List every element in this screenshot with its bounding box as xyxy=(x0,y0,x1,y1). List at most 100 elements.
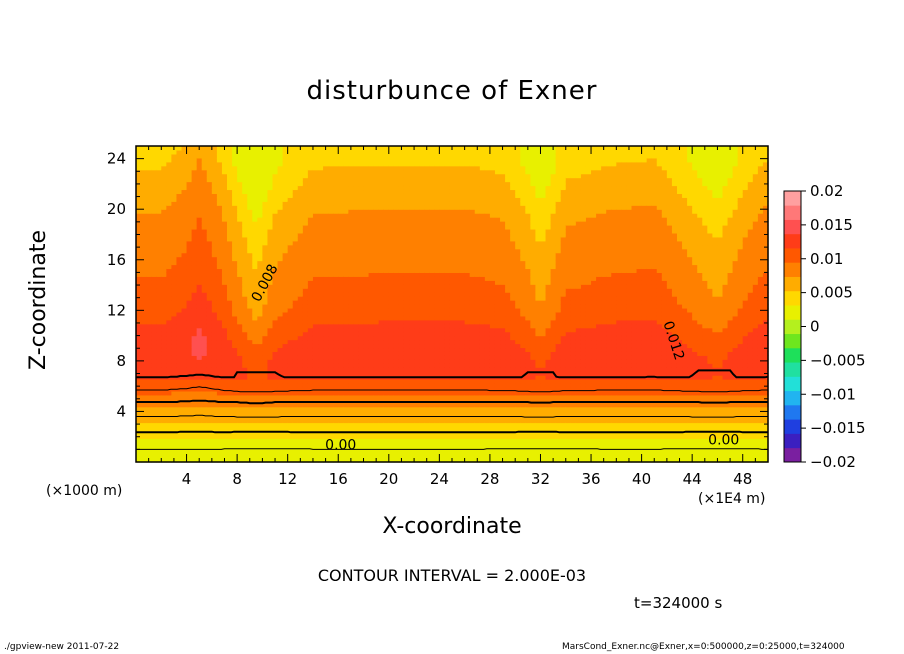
heatmap-cell xyxy=(166,296,172,301)
heatmap-cell xyxy=(378,418,385,424)
heatmap-cell xyxy=(277,422,284,428)
heatmap-cell xyxy=(429,153,435,159)
heatmap-cell xyxy=(272,181,279,187)
heatmap-cell xyxy=(272,205,279,210)
heatmap-cell xyxy=(277,386,284,392)
heatmap-cell xyxy=(216,454,223,459)
heatmap-cell xyxy=(409,157,415,163)
heatmap-cell xyxy=(242,193,248,198)
heatmap-cell xyxy=(141,244,147,250)
heatmap-cell xyxy=(302,153,309,159)
heatmap-cell xyxy=(262,205,269,210)
heatmap-cell xyxy=(237,394,243,400)
heatmap-cell xyxy=(277,240,284,246)
heatmap-cell xyxy=(439,173,446,179)
heatmap-cell xyxy=(206,284,213,289)
heatmap-cell xyxy=(186,438,193,443)
heatmap-cell xyxy=(368,153,375,159)
heatmap-cell xyxy=(221,355,228,360)
heatmap-cell xyxy=(252,390,258,396)
heatmap-cell xyxy=(136,418,142,424)
heatmap-cell xyxy=(398,248,405,254)
heatmap-cell xyxy=(318,379,324,384)
heatmap-cell xyxy=(247,244,253,250)
heatmap-cell xyxy=(211,236,218,242)
heatmap-cell xyxy=(191,335,198,341)
heatmap-cell xyxy=(166,304,172,309)
heatmap-cell xyxy=(388,248,395,254)
heatmap-cell xyxy=(211,402,218,408)
heatmap-cell xyxy=(156,272,162,277)
heatmap-cell xyxy=(398,426,405,431)
heatmap-cell xyxy=(378,260,385,266)
heatmap-cell xyxy=(292,248,299,254)
heatmap-cell xyxy=(348,418,355,424)
heatmap-cell xyxy=(434,311,440,317)
heatmap-cell xyxy=(378,331,385,337)
heatmap-cell xyxy=(424,311,430,317)
heatmap-cell xyxy=(181,383,188,388)
heatmap-cell xyxy=(312,311,319,317)
heatmap-cell xyxy=(297,426,304,431)
heatmap-cell xyxy=(409,181,415,187)
heatmap-cell xyxy=(171,383,178,388)
heatmap-cell xyxy=(398,379,405,384)
heatmap-cell xyxy=(151,458,157,463)
heatmap-cell xyxy=(409,351,415,356)
heatmap-cell xyxy=(444,371,451,376)
heatmap-cell xyxy=(393,339,400,345)
heatmap-cell xyxy=(252,189,258,194)
heatmap-cell xyxy=(373,161,380,167)
heatmap-cell xyxy=(444,161,451,167)
heatmap-cell xyxy=(206,315,213,321)
heatmap-cell xyxy=(414,438,420,443)
heatmap-cell xyxy=(196,248,203,254)
heatmap-cell xyxy=(171,363,178,368)
heatmap-cell xyxy=(414,252,420,258)
heatmap-cell xyxy=(439,418,446,424)
heatmap-cell xyxy=(151,177,157,183)
heatmap-cell xyxy=(262,402,269,408)
heatmap-cell xyxy=(186,307,193,313)
heatmap-cell xyxy=(146,264,152,270)
heatmap-cell xyxy=(166,418,172,424)
heatmap-cell xyxy=(403,418,410,424)
heatmap-cell xyxy=(171,157,178,163)
heatmap-cell xyxy=(323,406,329,412)
heatmap-cell xyxy=(232,331,238,337)
heatmap-cell xyxy=(136,351,142,356)
heatmap-cell xyxy=(146,359,152,364)
heatmap-cell xyxy=(368,280,375,285)
heatmap-cell xyxy=(373,193,380,198)
heatmap-cell xyxy=(156,181,162,187)
heatmap-cell xyxy=(191,371,198,376)
heatmap-cell xyxy=(267,201,274,206)
heatmap-cell xyxy=(358,161,365,167)
heatmap-cell xyxy=(221,217,228,222)
heatmap-cell xyxy=(373,347,380,352)
heatmap-cell xyxy=(358,335,365,341)
heatmap-cell xyxy=(176,422,183,428)
heatmap-cell xyxy=(398,315,405,321)
heatmap-cell xyxy=(247,173,253,179)
heatmap-cell xyxy=(181,149,188,155)
heatmap-cell xyxy=(409,304,415,309)
heatmap-cell xyxy=(424,442,430,447)
heatmap-cell xyxy=(388,355,395,360)
heatmap-cell xyxy=(277,410,284,416)
heatmap-cell xyxy=(141,367,147,372)
heatmap-cell xyxy=(211,225,218,230)
heatmap-cell xyxy=(196,169,203,175)
heatmap-cell xyxy=(414,217,420,222)
heatmap-cell xyxy=(348,422,355,428)
heatmap-cell xyxy=(353,438,360,443)
heatmap-cell xyxy=(232,225,238,230)
heatmap-cell xyxy=(247,438,253,443)
heatmap-cell xyxy=(262,288,269,293)
heatmap-cell xyxy=(282,197,289,202)
heatmap-cell xyxy=(262,146,269,151)
heatmap-cell xyxy=(227,232,233,238)
heatmap-cell xyxy=(378,406,385,412)
heatmap-cell xyxy=(232,209,238,214)
heatmap-cell xyxy=(302,296,309,301)
